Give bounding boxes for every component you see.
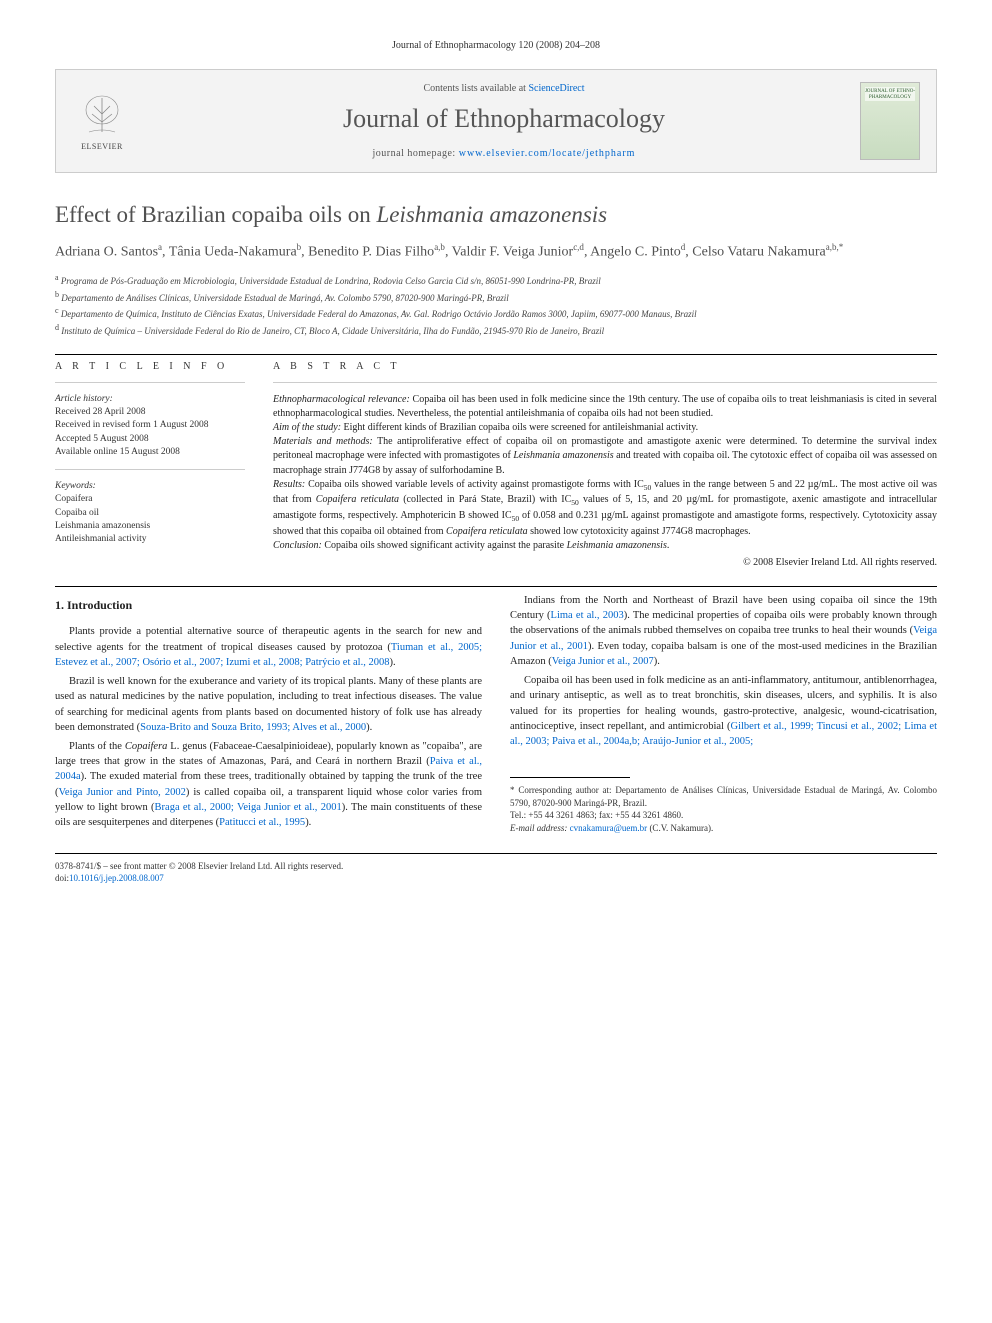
corresponding-tel: Tel.: +55 44 3261 4863; fax: +55 44 3261… — [510, 809, 937, 822]
info-hr-1 — [55, 382, 245, 383]
info-abstract-row: A R T I C L E I N F O Article history: R… — [55, 361, 937, 568]
affiliation-line: b Departamento de Análises Clínicas, Uni… — [55, 289, 937, 305]
article-history: Article history: Received 28 April 2008R… — [55, 393, 245, 459]
body-paragraph: Indians from the North and Northeast of … — [510, 593, 937, 669]
doi-line: doi:10.1016/j.jep.2008.08.007 — [55, 872, 937, 885]
abstract-paragraph: Materials and methods: The antiprolifera… — [273, 435, 937, 478]
history-label: Article history: — [55, 393, 245, 406]
keywords-label: Keywords: — [55, 480, 245, 493]
divider-top — [55, 354, 937, 355]
journal-cover-thumbnail: JOURNAL OF ETHNO-PHARMACOLOGY — [860, 82, 920, 160]
running-header: Journal of Ethnopharmacology 120 (2008) … — [55, 40, 937, 51]
cover-thumbnail-label: JOURNAL OF ETHNO-PHARMACOLOGY — [861, 89, 919, 100]
elsevier-tree-icon — [79, 92, 125, 140]
title-species: Leishmania amazonensis — [376, 202, 607, 227]
keyword: Copaiba oil — [55, 507, 245, 520]
title-text: Effect of Brazilian copaiba oils on — [55, 202, 376, 227]
bottom-bar: 0378-8741/$ – see front matter © 2008 El… — [55, 853, 937, 885]
footnote-separator — [510, 777, 630, 778]
info-hr-2 — [55, 469, 245, 470]
doi-link[interactable]: 10.1016/j.jep.2008.08.007 — [69, 873, 164, 883]
affiliation-line: a Programa de Pós-Graduação em Microbiol… — [55, 272, 937, 288]
homepage-label: journal homepage: — [373, 148, 459, 159]
footnotes: * Corresponding author at: Departamento … — [510, 784, 937, 834]
abstract-copyright: © 2008 Elsevier Ireland Ltd. All rights … — [273, 557, 937, 568]
affiliation-line: c Departamento de Química, Instituto de … — [55, 305, 937, 321]
article-info-column: A R T I C L E I N F O Article history: R… — [55, 361, 245, 568]
keyword: Antileishmanial activity — [55, 533, 245, 546]
elsevier-logo: ELSEVIER — [72, 86, 132, 156]
keyword: Leishmania amazonensis — [55, 520, 245, 533]
history-line: Available online 15 August 2008 — [55, 446, 245, 459]
elsevier-name: ELSEVIER — [81, 142, 123, 151]
abstract-paragraph: Ethnopharmacological relevance: Copaiba … — [273, 393, 937, 421]
journal-header-center: Contents lists available at ScienceDirec… — [148, 83, 860, 159]
abstract-paragraph: Conclusion: Copaiba oils showed signific… — [273, 539, 937, 553]
article-title: Effect of Brazilian copaiba oils on Leis… — [55, 201, 937, 229]
divider-bottom — [55, 586, 937, 587]
homepage-link[interactable]: www.elsevier.com/locate/jethpharm — [459, 148, 636, 159]
keywords-block: Keywords: CopaiferaCopaiba oilLeishmania… — [55, 480, 245, 546]
email-suffix: (C.V. Nakamura). — [647, 823, 713, 833]
abstract-hr — [273, 382, 937, 383]
abstract-text: Ethnopharmacological relevance: Copaiba … — [273, 393, 937, 553]
body-text: 1. Introduction Plants provide a potenti… — [55, 593, 937, 835]
article-info-label: A R T I C L E I N F O — [55, 361, 245, 372]
section-heading-intro: 1. Introduction — [55, 597, 482, 614]
journal-header-box: ELSEVIER Contents lists available at Sci… — [55, 69, 937, 173]
history-line: Received 28 April 2008 — [55, 406, 245, 419]
body-paragraph: Brazil is well known for the exuberance … — [55, 674, 482, 735]
abstract-label: A B S T R A C T — [273, 361, 937, 372]
authors-list: Adriana O. Santosa, Tânia Ueda-Nakamurab… — [55, 241, 937, 263]
history-line: Accepted 5 August 2008 — [55, 433, 245, 446]
corresponding-email-line: E-mail address: cvnakamura@uem.br (C.V. … — [510, 822, 937, 835]
abstract-paragraph: Aim of the study: Eight different kinds … — [273, 421, 937, 435]
affiliation-line: d Instituto de Química – Universidade Fe… — [55, 322, 937, 338]
affiliations: a Programa de Pós-Graduação em Microbiol… — [55, 272, 937, 337]
contents-available-line: Contents lists available at ScienceDirec… — [148, 83, 860, 94]
abstract-paragraph: Results: Copaiba oils showed variable le… — [273, 478, 937, 539]
sciencedirect-link[interactable]: ScienceDirect — [528, 83, 584, 94]
doi-label: doi: — [55, 873, 69, 883]
abstract-column: A B S T R A C T Ethnopharmacological rel… — [273, 361, 937, 568]
keyword: Copaifera — [55, 493, 245, 506]
corresponding-author: * Corresponding author at: Departamento … — [510, 784, 937, 809]
email-link[interactable]: cvnakamura@uem.br — [570, 823, 648, 833]
email-label: E-mail address: — [510, 823, 570, 833]
body-paragraph: Plants of the Copaifera L. genus (Fabace… — [55, 739, 482, 830]
homepage-line: journal homepage: www.elsevier.com/locat… — [148, 148, 860, 159]
contents-text: Contents lists available at — [423, 83, 528, 94]
page: Journal of Ethnopharmacology 120 (2008) … — [0, 0, 992, 925]
body-paragraph: Plants provide a potential alternative s… — [55, 624, 482, 670]
body-paragraph: Copaiba oil has been used in folk medici… — [510, 673, 937, 749]
front-matter-line: 0378-8741/$ – see front matter © 2008 El… — [55, 860, 937, 873]
history-line: Received in revised form 1 August 2008 — [55, 419, 245, 432]
journal-name: Journal of Ethnopharmacology — [148, 104, 860, 134]
